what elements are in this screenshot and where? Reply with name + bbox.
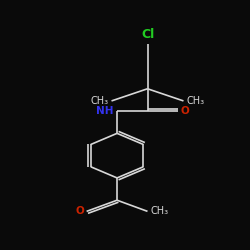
Text: O: O (76, 206, 84, 216)
Text: CH₃: CH₃ (90, 96, 109, 106)
Text: NH: NH (96, 106, 114, 116)
Text: CH₃: CH₃ (150, 206, 169, 216)
Text: Cl: Cl (141, 28, 154, 41)
Text: CH₃: CH₃ (186, 96, 204, 106)
Text: O: O (181, 106, 190, 116)
